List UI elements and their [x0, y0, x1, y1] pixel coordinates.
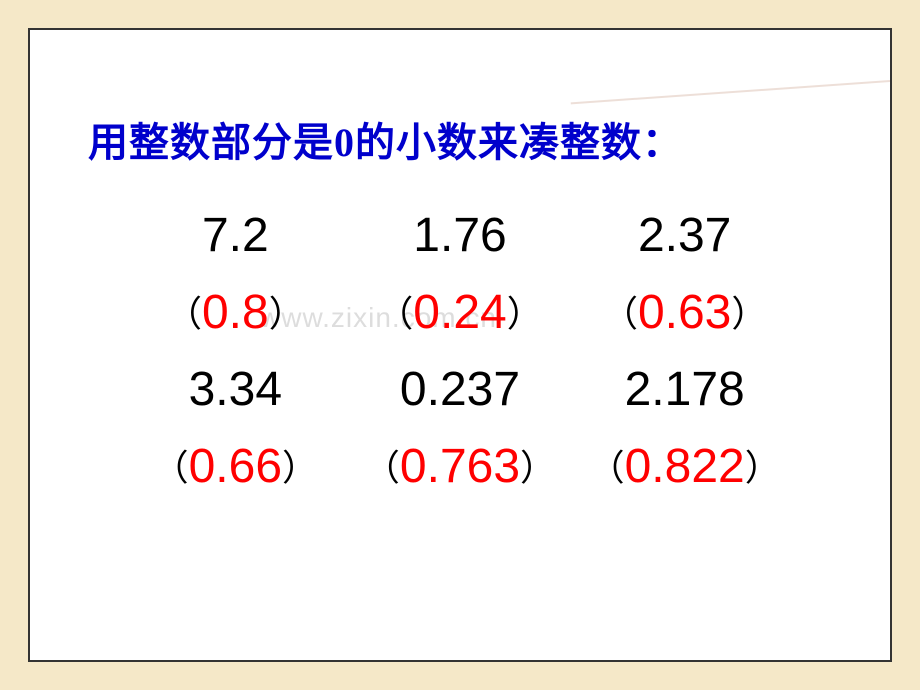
answer-cell: （0.63） — [577, 285, 792, 340]
given-number: 2.178 — [577, 362, 792, 417]
paren-close: ） — [507, 293, 543, 334]
answer-cell: （0.8） — [128, 285, 343, 340]
answer-value: 0.63 — [638, 286, 731, 339]
paren-close: ） — [269, 293, 305, 334]
paren-open: （ — [364, 447, 400, 488]
slide-title: 用整数部分是0的小数来凑整数： — [88, 110, 832, 168]
answer-cell: （0.66） — [128, 439, 343, 494]
answer-value: 0.24 — [413, 286, 506, 339]
paren-open: （ — [153, 447, 189, 488]
paren-open: （ — [589, 447, 625, 488]
answer-cell: （0.24） — [353, 285, 568, 340]
paren-close: ） — [520, 447, 556, 488]
paren-open: （ — [602, 293, 638, 334]
answer-cell: （0.763） — [353, 439, 568, 494]
answer-cell: （0.822） — [577, 439, 792, 494]
answer-value: 0.763 — [400, 440, 520, 493]
slide-frame: www.zixin.com.cn 用整数部分是0的小数来凑整数： 7.2 1.7… — [28, 28, 892, 662]
paren-open: （ — [166, 293, 202, 334]
number-grid: 7.2 1.76 2.37 （0.8） （0.24） （0.63） 3.34 0… — [88, 208, 832, 494]
answer-value: 0.8 — [202, 286, 269, 339]
given-number: 2.37 — [577, 208, 792, 263]
given-number: 3.34 — [128, 362, 343, 417]
paren-close: ） — [282, 447, 318, 488]
answer-value: 0.822 — [625, 440, 745, 493]
paren-open: （ — [377, 293, 413, 334]
given-number: 0.237 — [353, 362, 568, 417]
given-number: 1.76 — [353, 208, 568, 263]
answer-value: 0.66 — [189, 440, 282, 493]
paren-close: ） — [731, 293, 767, 334]
slide-content: 用整数部分是0的小数来凑整数： 7.2 1.76 2.37 （0.8） （0.2… — [58, 90, 862, 632]
paren-close: ） — [745, 447, 781, 488]
given-number: 7.2 — [128, 208, 343, 263]
